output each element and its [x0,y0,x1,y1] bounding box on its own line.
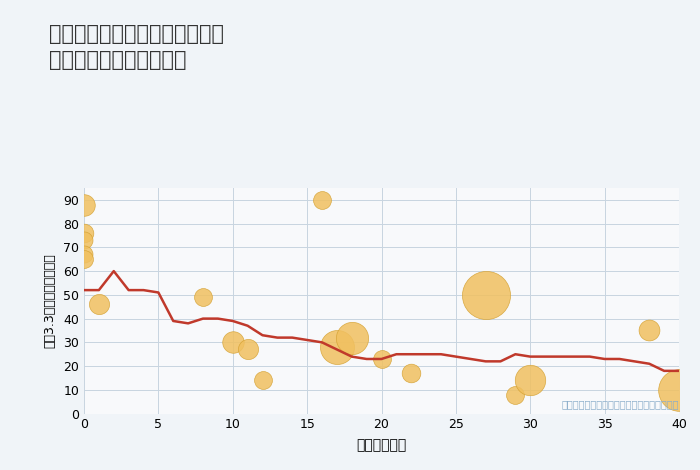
Text: 兵庫県たつの市揖保川町市場の
築年数別中古戸建て価格: 兵庫県たつの市揖保川町市場の 築年数別中古戸建て価格 [49,24,224,70]
Text: 円の大きさは、取引のあった物件面積を示す: 円の大きさは、取引のあった物件面積を示す [561,399,679,409]
Point [346,334,357,341]
Point [525,376,536,384]
Point [644,327,655,334]
Point [257,376,268,384]
Point [78,256,90,263]
Point [406,369,417,377]
Y-axis label: 坪（3.3㎡）単価（万円）: 坪（3.3㎡）単価（万円） [43,253,56,348]
Point [78,201,90,208]
X-axis label: 築年数（年）: 築年数（年） [356,439,407,453]
Point [227,338,238,346]
Point [480,291,491,298]
Point [78,229,90,237]
Point [242,346,253,353]
Point [331,344,342,351]
Point [316,196,328,204]
Point [93,301,104,308]
Point [376,355,387,363]
Point [510,391,521,399]
Point [197,293,209,301]
Point [673,386,685,393]
Point [78,251,90,258]
Point [78,236,90,244]
